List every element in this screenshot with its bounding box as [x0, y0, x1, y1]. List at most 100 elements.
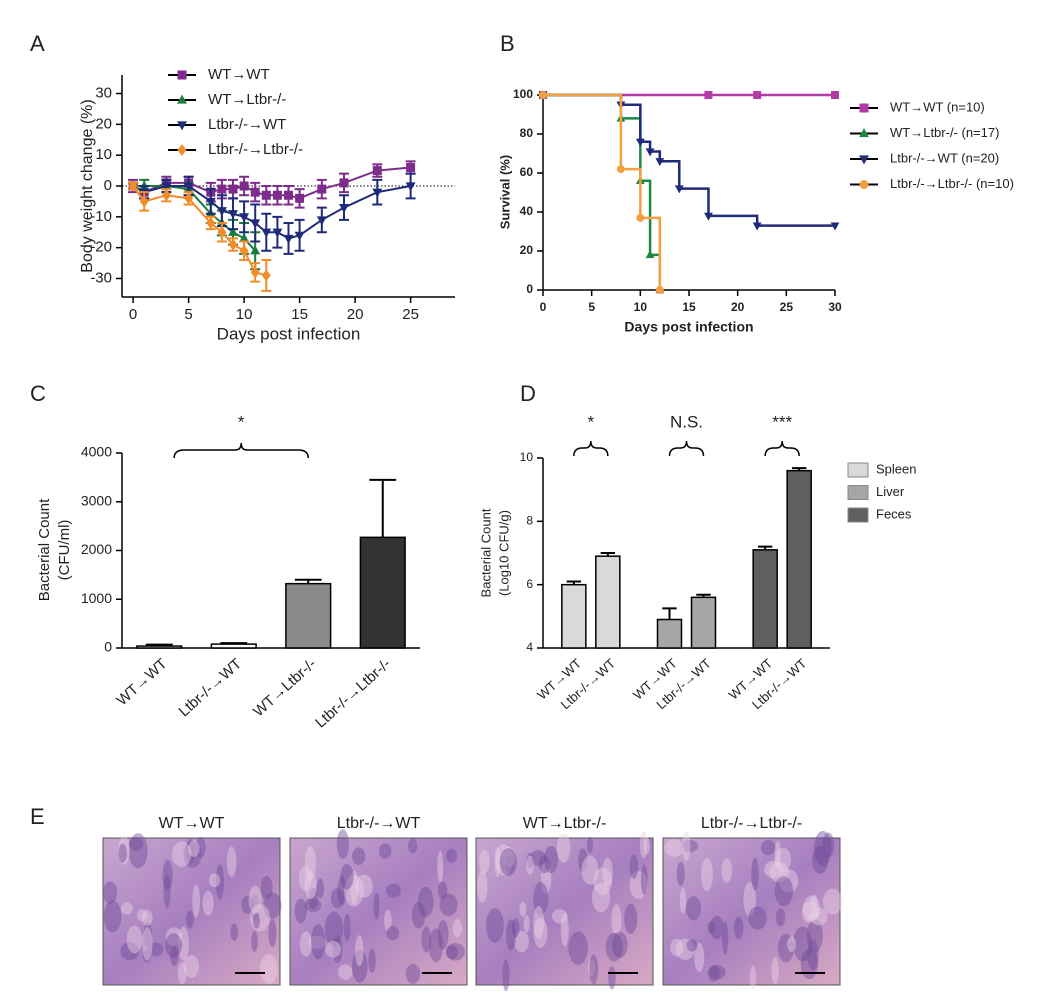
- tissue-texture: [760, 840, 776, 856]
- tissue-texture: [775, 908, 786, 927]
- error-bar: [220, 642, 248, 645]
- x-tick-label: 5: [184, 306, 192, 323]
- x-tick-label: Ltbr-/-→WT: [175, 655, 245, 720]
- significance-label: ***: [772, 412, 792, 431]
- tissue-texture: [544, 845, 559, 874]
- x-tick-label: WT→WT: [113, 655, 170, 709]
- y-axis-label: Body weight change (%): [79, 99, 96, 272]
- marker: [261, 228, 272, 238]
- tissue-texture: [263, 892, 282, 919]
- tissue-texture: [733, 916, 744, 940]
- tissue-texture: [378, 843, 392, 859]
- marker: [339, 178, 349, 188]
- y-tick-label: 1000: [81, 590, 112, 606]
- tissue-texture: [748, 906, 767, 930]
- tissue-texture: [417, 886, 434, 918]
- y-tick-label: 40: [520, 204, 534, 218]
- tissue-texture: [676, 861, 685, 887]
- legend-marker: [859, 180, 869, 189]
- tissue-texture: [304, 871, 317, 900]
- tissue-texture: [640, 864, 648, 896]
- tissue-texture: [694, 942, 705, 972]
- tissue-texture: [325, 940, 341, 958]
- tissue-texture: [707, 921, 716, 934]
- tissue-texture: [183, 841, 202, 868]
- tissue-texture: [505, 854, 514, 874]
- marker: [250, 245, 261, 255]
- marker: [228, 210, 238, 220]
- bar: [136, 645, 183, 649]
- y-axis-label: Bacterial Count: [36, 498, 53, 601]
- y-tick-label: 0: [104, 639, 112, 655]
- image-title: Ltbr-/-→Ltbr-/-: [701, 815, 802, 832]
- tissue-texture: [308, 887, 318, 910]
- tissue-texture: [721, 858, 733, 883]
- histology-image: [102, 837, 281, 986]
- tissue-texture: [310, 924, 326, 960]
- tissue-texture: [721, 921, 729, 955]
- y-tick-label: 60: [520, 165, 534, 179]
- legend-label: WT→Ltbr-/-: [208, 91, 286, 108]
- tissue-texture: [142, 926, 153, 961]
- tissue-texture: [383, 909, 392, 932]
- marker: [284, 190, 293, 200]
- tissue-texture: [591, 882, 611, 913]
- tissue-texture: [352, 847, 366, 866]
- marker: [205, 197, 216, 207]
- tissue-texture: [643, 837, 650, 855]
- tissue-texture: [526, 852, 535, 869]
- tissue-texture: [411, 901, 426, 929]
- tissue-texture: [248, 885, 262, 915]
- marker: [655, 286, 664, 294]
- tissue-texture: [774, 841, 781, 867]
- legend-marker: [177, 94, 187, 104]
- tissue-texture: [183, 954, 200, 978]
- series-line: [132, 166, 411, 200]
- tissue-texture: [439, 893, 458, 917]
- tissue-texture: [809, 907, 828, 926]
- panel-label: D: [520, 381, 536, 406]
- x-tick-label: 20: [347, 306, 364, 323]
- legend-label: Liver: [876, 484, 905, 499]
- tissue-texture: [494, 847, 501, 878]
- tissue-texture: [259, 954, 278, 985]
- tissue-texture: [749, 965, 757, 989]
- marker: [250, 219, 261, 229]
- tissue-texture: [586, 836, 594, 854]
- y-tick-label: 2000: [81, 541, 112, 557]
- tissue-texture: [533, 882, 549, 915]
- y-tick-label: 30: [95, 84, 112, 101]
- marker: [250, 266, 260, 279]
- tissue-texture: [126, 925, 143, 954]
- legend-label: Ltbr-/-→WT: [208, 116, 286, 133]
- tissue-texture: [121, 902, 133, 915]
- legend-marker: [177, 121, 187, 131]
- y-tick-label: -20: [90, 239, 112, 256]
- legend-label: Spleen: [876, 461, 916, 476]
- y-tick-label: 8: [526, 514, 533, 528]
- x-tick-label: WT→Ltbr-/-: [250, 655, 320, 720]
- tissue-texture: [208, 873, 220, 888]
- image-title: Ltbr-/-→WT: [337, 815, 421, 832]
- tissue-texture: [118, 843, 127, 863]
- bar: [285, 582, 332, 649]
- tissue-texture: [452, 919, 463, 937]
- marker: [405, 182, 416, 192]
- tissue-texture: [526, 855, 535, 875]
- legend-swatch: [847, 462, 869, 478]
- marker: [228, 238, 238, 251]
- tissue-texture: [533, 905, 545, 939]
- tissue-texture: [802, 895, 821, 922]
- step-line: [543, 93, 662, 290]
- tissue-texture: [192, 884, 200, 918]
- x-tick-label: 15: [291, 306, 308, 323]
- y-tick-label: -30: [90, 269, 112, 286]
- legend-label: WT→Ltbr-/- (n=17): [890, 125, 999, 140]
- tissue-texture: [446, 945, 458, 960]
- tissue-texture: [340, 863, 354, 890]
- y-tick-label: 0: [526, 282, 533, 296]
- marker: [372, 166, 382, 176]
- tissue-texture: [437, 881, 448, 900]
- tissue-texture: [556, 833, 571, 863]
- panel-label: B: [500, 31, 515, 56]
